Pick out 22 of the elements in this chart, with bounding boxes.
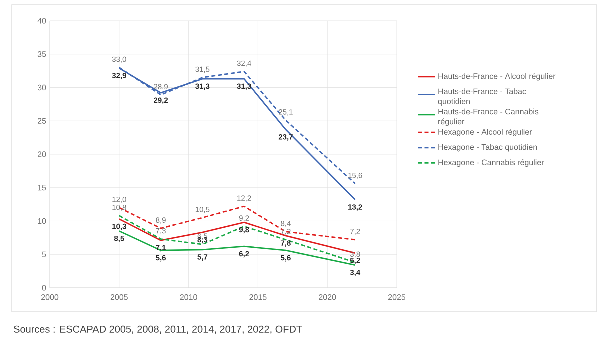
legend-label: Hexagone - Cannabis régulier <box>438 159 544 168</box>
legend-label: Hexagone - Tabac quotidien <box>438 144 538 152</box>
y-tick-label: 10 <box>38 218 46 224</box>
x-tick-label: 2020 <box>319 294 336 300</box>
x-tick-label: 2005 <box>110 294 128 300</box>
y-tick-label: 5 <box>42 252 46 258</box>
y-tick-label: 35 <box>38 52 46 58</box>
legend-label: Hauts-de-France - Alcool régulier <box>438 73 556 81</box>
y-tick-label: 40 <box>38 18 46 24</box>
y-tick-label: 25 <box>38 118 46 124</box>
x-tick-label: 2000 <box>42 294 59 300</box>
legend-label: Hexagone - Alcool régulier <box>438 128 532 137</box>
x-tick-label: 2015 <box>250 294 267 300</box>
x-tick-label: 2025 <box>388 294 406 300</box>
y-tick-label: 20 <box>38 152 46 158</box>
x-tick-label: 2010 <box>180 294 198 300</box>
legend-label: Hauts-de-France - Tabac quotidien <box>438 88 526 106</box>
legend-label: Hauts-de-France - Cannabis régulier <box>438 108 539 126</box>
source-note: Sources : ESCAPAD 2005, 2008, 2011, 2014, 2017, 2022, OFDT <box>14 326 302 334</box>
y-tick-label: 0 <box>42 285 46 291</box>
y-tick-label: 30 <box>38 84 46 91</box>
y-tick-label: 15 <box>38 185 46 191</box>
